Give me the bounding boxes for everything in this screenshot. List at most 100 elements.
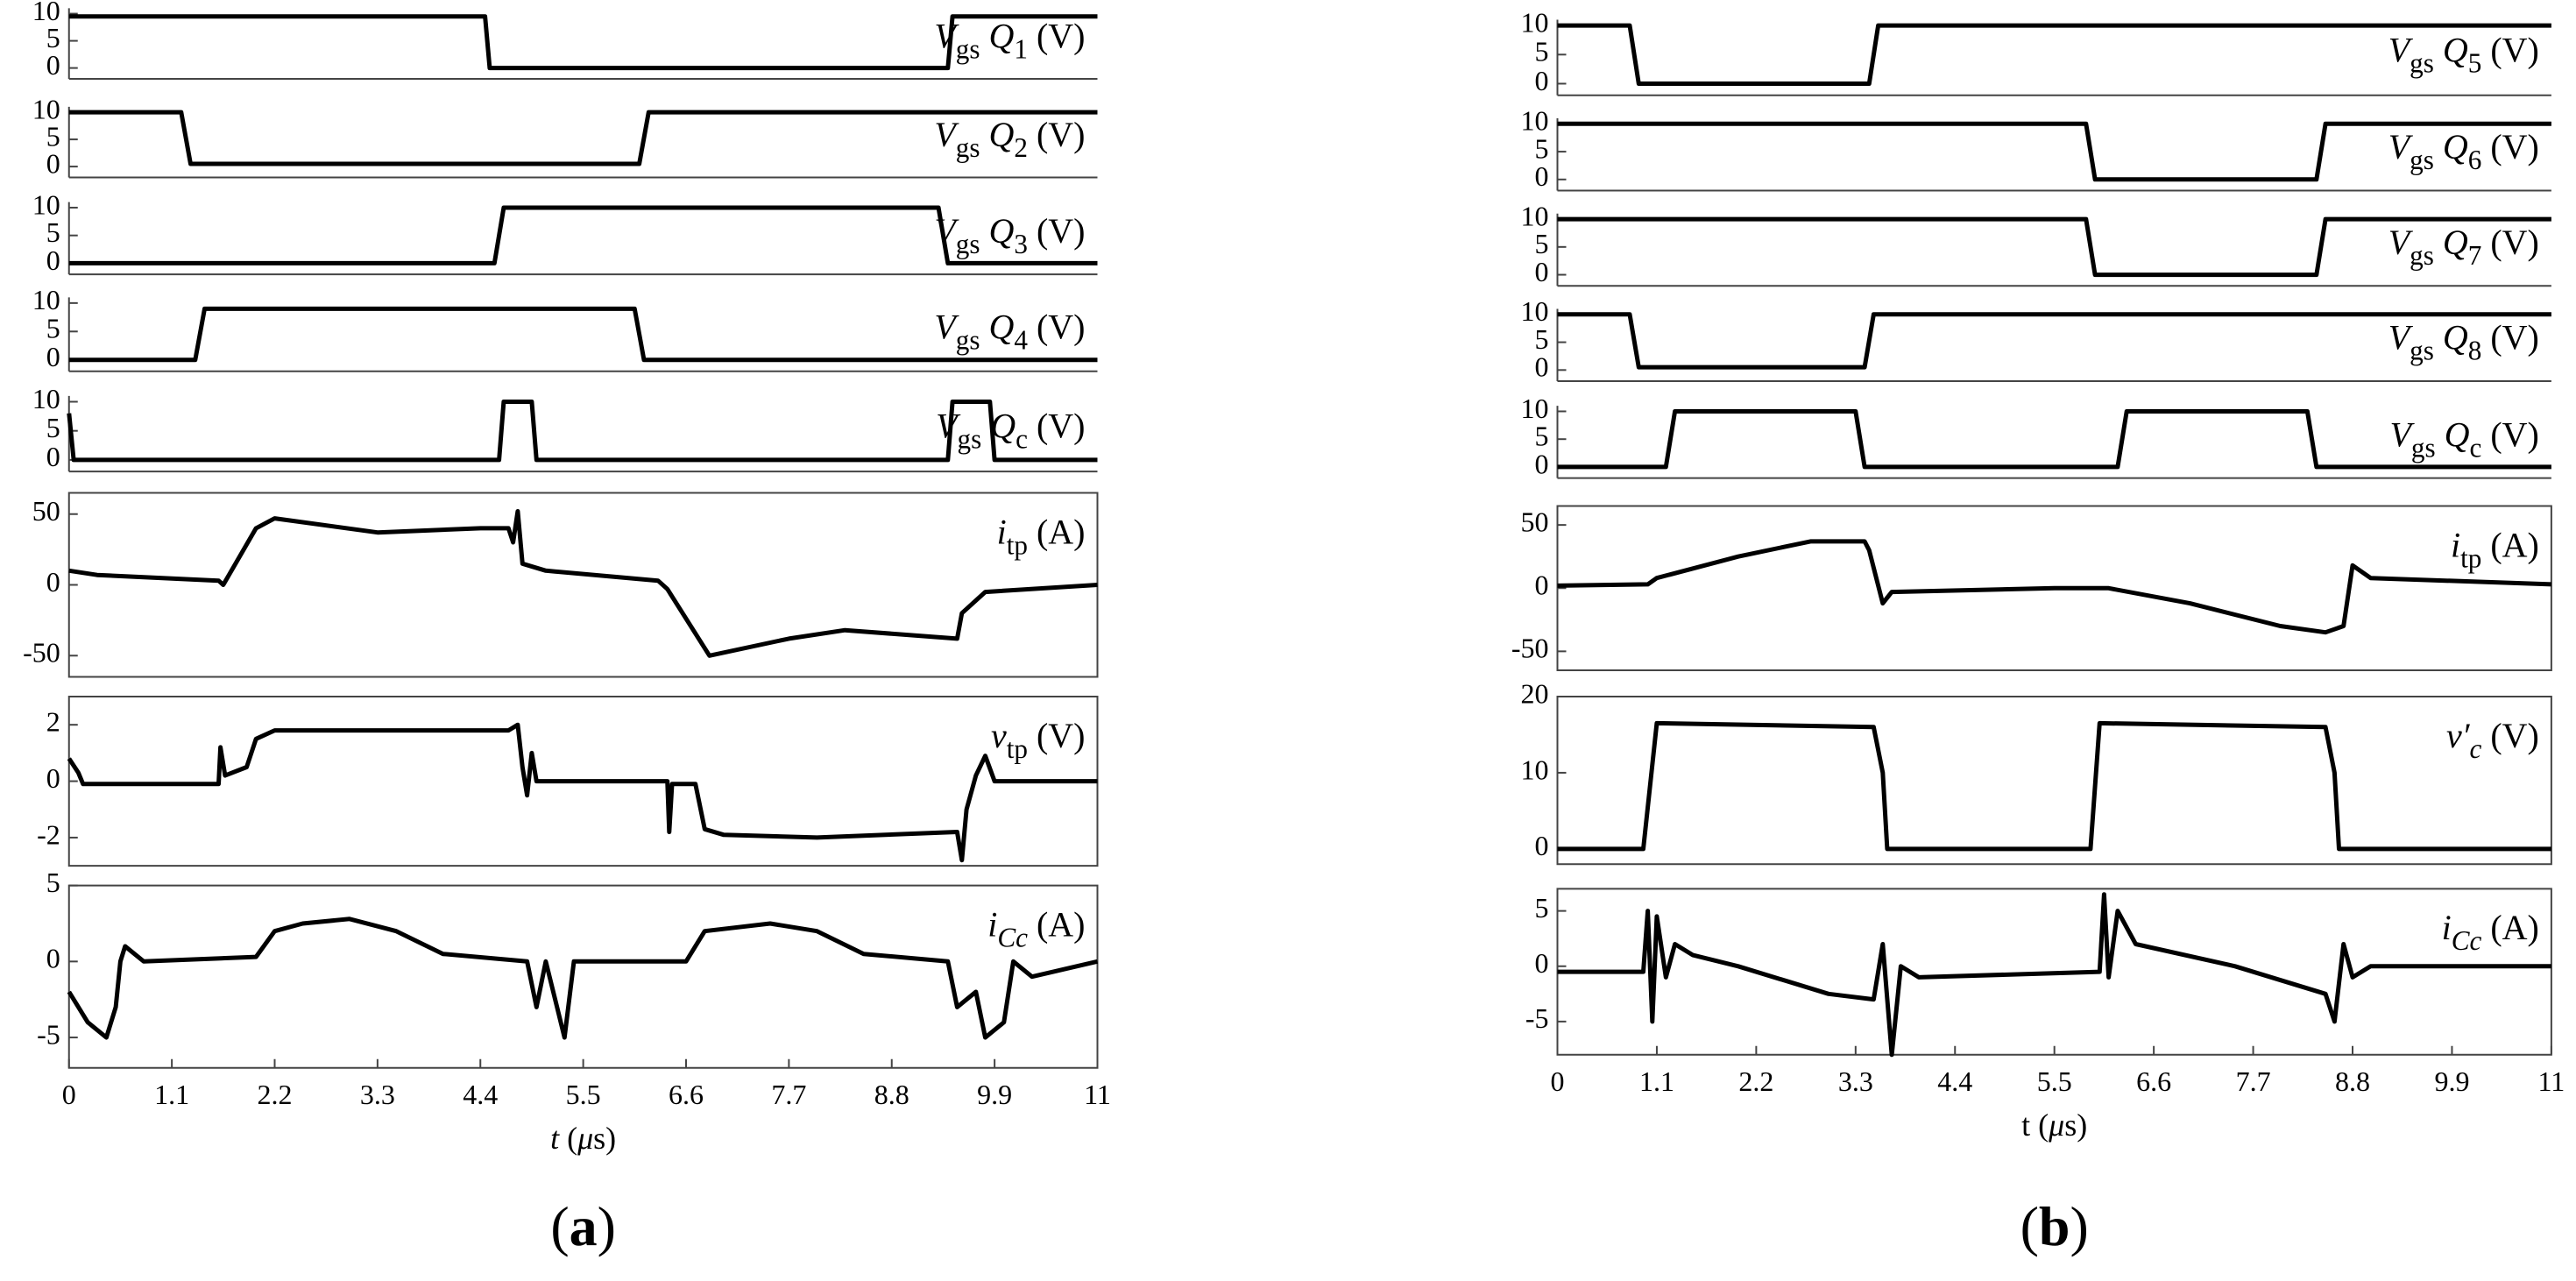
subplot-label: iCc (A) — [2442, 908, 2539, 956]
x-tick-label: 2.2 — [1738, 1065, 1773, 1097]
text-part: Q — [2434, 318, 2468, 357]
y-tick-label: 0 — [46, 49, 60, 81]
y-tick-label: 10 — [1521, 6, 1549, 38]
panel-caption: (a) — [550, 1195, 616, 1257]
text-part: V — [934, 115, 959, 154]
subplot-label: Vgs Q6 (V) — [2388, 127, 2539, 175]
text-part: (A) — [2481, 525, 2539, 564]
text-part: v — [991, 716, 1007, 755]
text-part: (V) — [1028, 115, 1086, 154]
subplot-label: vtp (V) — [991, 716, 1086, 764]
waveform — [1557, 312, 2551, 370]
y-tick-label: 5 — [1535, 228, 1549, 259]
text-part: (V) — [2481, 30, 2539, 69]
x-tick-label: 3.3 — [360, 1079, 395, 1110]
x-tick-label: 0 — [62, 1079, 76, 1110]
text-part: gs — [2410, 47, 2434, 78]
text-part: V — [936, 407, 961, 446]
subplot-label: Vgs Qc (V) — [2389, 414, 2538, 463]
x-axis-label: t (μs) — [550, 1121, 616, 1156]
axes-box — [1556, 696, 2552, 866]
subplot-label: iCc (A) — [987, 905, 1085, 953]
x-tick-label: 7.7 — [771, 1079, 806, 1110]
text-part: (V) — [2481, 716, 2539, 755]
x-tick-label: 7.7 — [2236, 1065, 2271, 1097]
x-tick-label: 8.8 — [874, 1079, 909, 1110]
text-part: b — [2039, 1195, 2070, 1257]
x-tick-label: 1.1 — [1639, 1065, 1674, 1097]
y-tick-label: -5 — [1525, 1002, 1549, 1034]
y-tick-label: 10 — [1521, 200, 1549, 231]
text-part: gs — [956, 132, 980, 163]
text-part: 4 — [1014, 325, 1028, 356]
subplot-label: Vgs Q4 (V) — [934, 308, 1085, 356]
text-part: gs — [2410, 240, 2434, 271]
waveform — [1557, 539, 2551, 635]
text-part: 2 — [1014, 132, 1028, 163]
waveform — [68, 509, 1098, 658]
waveform — [68, 205, 1098, 265]
waveform — [68, 14, 1098, 71]
x-tick-label: 1.1 — [154, 1079, 189, 1110]
y-tick-label: 10 — [32, 93, 60, 124]
y-tick-label: 5 — [46, 120, 60, 152]
subplot-label: Vgs Qc (V) — [936, 407, 1085, 455]
y-tick-label: 10 — [32, 383, 60, 414]
y-tick-label: 5 — [46, 412, 60, 443]
y-tick-label: -50 — [23, 637, 60, 669]
text-part: (V) — [1028, 407, 1086, 446]
text-part: (V) — [1028, 211, 1086, 251]
y-tick-label: 50 — [32, 495, 60, 527]
y-tick-label: 10 — [32, 188, 60, 220]
x-tick-label: 6.6 — [2136, 1065, 2171, 1097]
y-tick-label: 0 — [46, 244, 60, 276]
x-tick-label: 5.5 — [566, 1079, 601, 1110]
text-part: (V) — [1028, 716, 1086, 755]
subplot-label: v′c (V) — [2446, 716, 2539, 764]
text-part: (V) — [2481, 414, 2539, 454]
y-tick-label: 5 — [1535, 323, 1549, 355]
text-part: Q — [2434, 127, 2468, 166]
text-part: V — [2388, 318, 2414, 357]
x-tick-label: 5.5 — [2037, 1065, 2072, 1097]
y-tick-label: 10 — [1521, 105, 1549, 137]
text-part: (A) — [1028, 905, 1086, 945]
text-part: Q — [980, 115, 1014, 154]
text-part: gs — [2411, 432, 2436, 463]
text-part: (V) — [2481, 127, 2539, 166]
text-part: tp — [1007, 529, 1028, 560]
x-tick-label: 8.8 — [2335, 1065, 2370, 1097]
subplot-label: Vgs Q7 (V) — [2388, 223, 2539, 271]
text-part: tp — [1007, 733, 1028, 764]
text-part: 5 — [2468, 47, 2482, 78]
y-tick-label: 50 — [1521, 506, 1549, 537]
text-part: (V) — [1028, 17, 1086, 56]
x-tick-label: 4.4 — [1937, 1065, 1972, 1097]
y-tick-label: 0 — [46, 441, 60, 472]
y-tick-label: 2 — [46, 706, 60, 738]
y-tick-label: 20 — [1521, 677, 1549, 709]
text-part: s) — [593, 1121, 616, 1156]
y-tick-label: 0 — [46, 341, 60, 372]
y-tick-label: 5 — [1535, 421, 1549, 452]
subplot-label: itp (A) — [2451, 525, 2539, 573]
subplot-label: itp (A) — [997, 512, 1086, 560]
y-tick-label: 10 — [1521, 754, 1549, 785]
y-tick-label: 0 — [46, 147, 60, 179]
x-tick-label: 6.6 — [669, 1079, 704, 1110]
text-part: Q — [2434, 30, 2468, 69]
text-part: V — [2388, 30, 2414, 69]
text-part: ) — [598, 1195, 616, 1257]
subplot-label: Vgs Q2 (V) — [934, 115, 1085, 163]
y-tick-label: 5 — [46, 867, 60, 898]
text-part: gs — [958, 424, 982, 455]
panel-caption: (b) — [2020, 1195, 2089, 1257]
y-tick-label: 0 — [46, 762, 60, 794]
text-part: ( — [550, 1195, 569, 1257]
subplot-label: Vgs Q5 (V) — [2388, 30, 2539, 78]
text-part: t ( — [2021, 1108, 2049, 1143]
y-tick-label: 0 — [46, 566, 60, 598]
text-part: gs — [956, 325, 980, 356]
waveform — [1557, 23, 2551, 86]
text-part: μ — [577, 1121, 593, 1156]
